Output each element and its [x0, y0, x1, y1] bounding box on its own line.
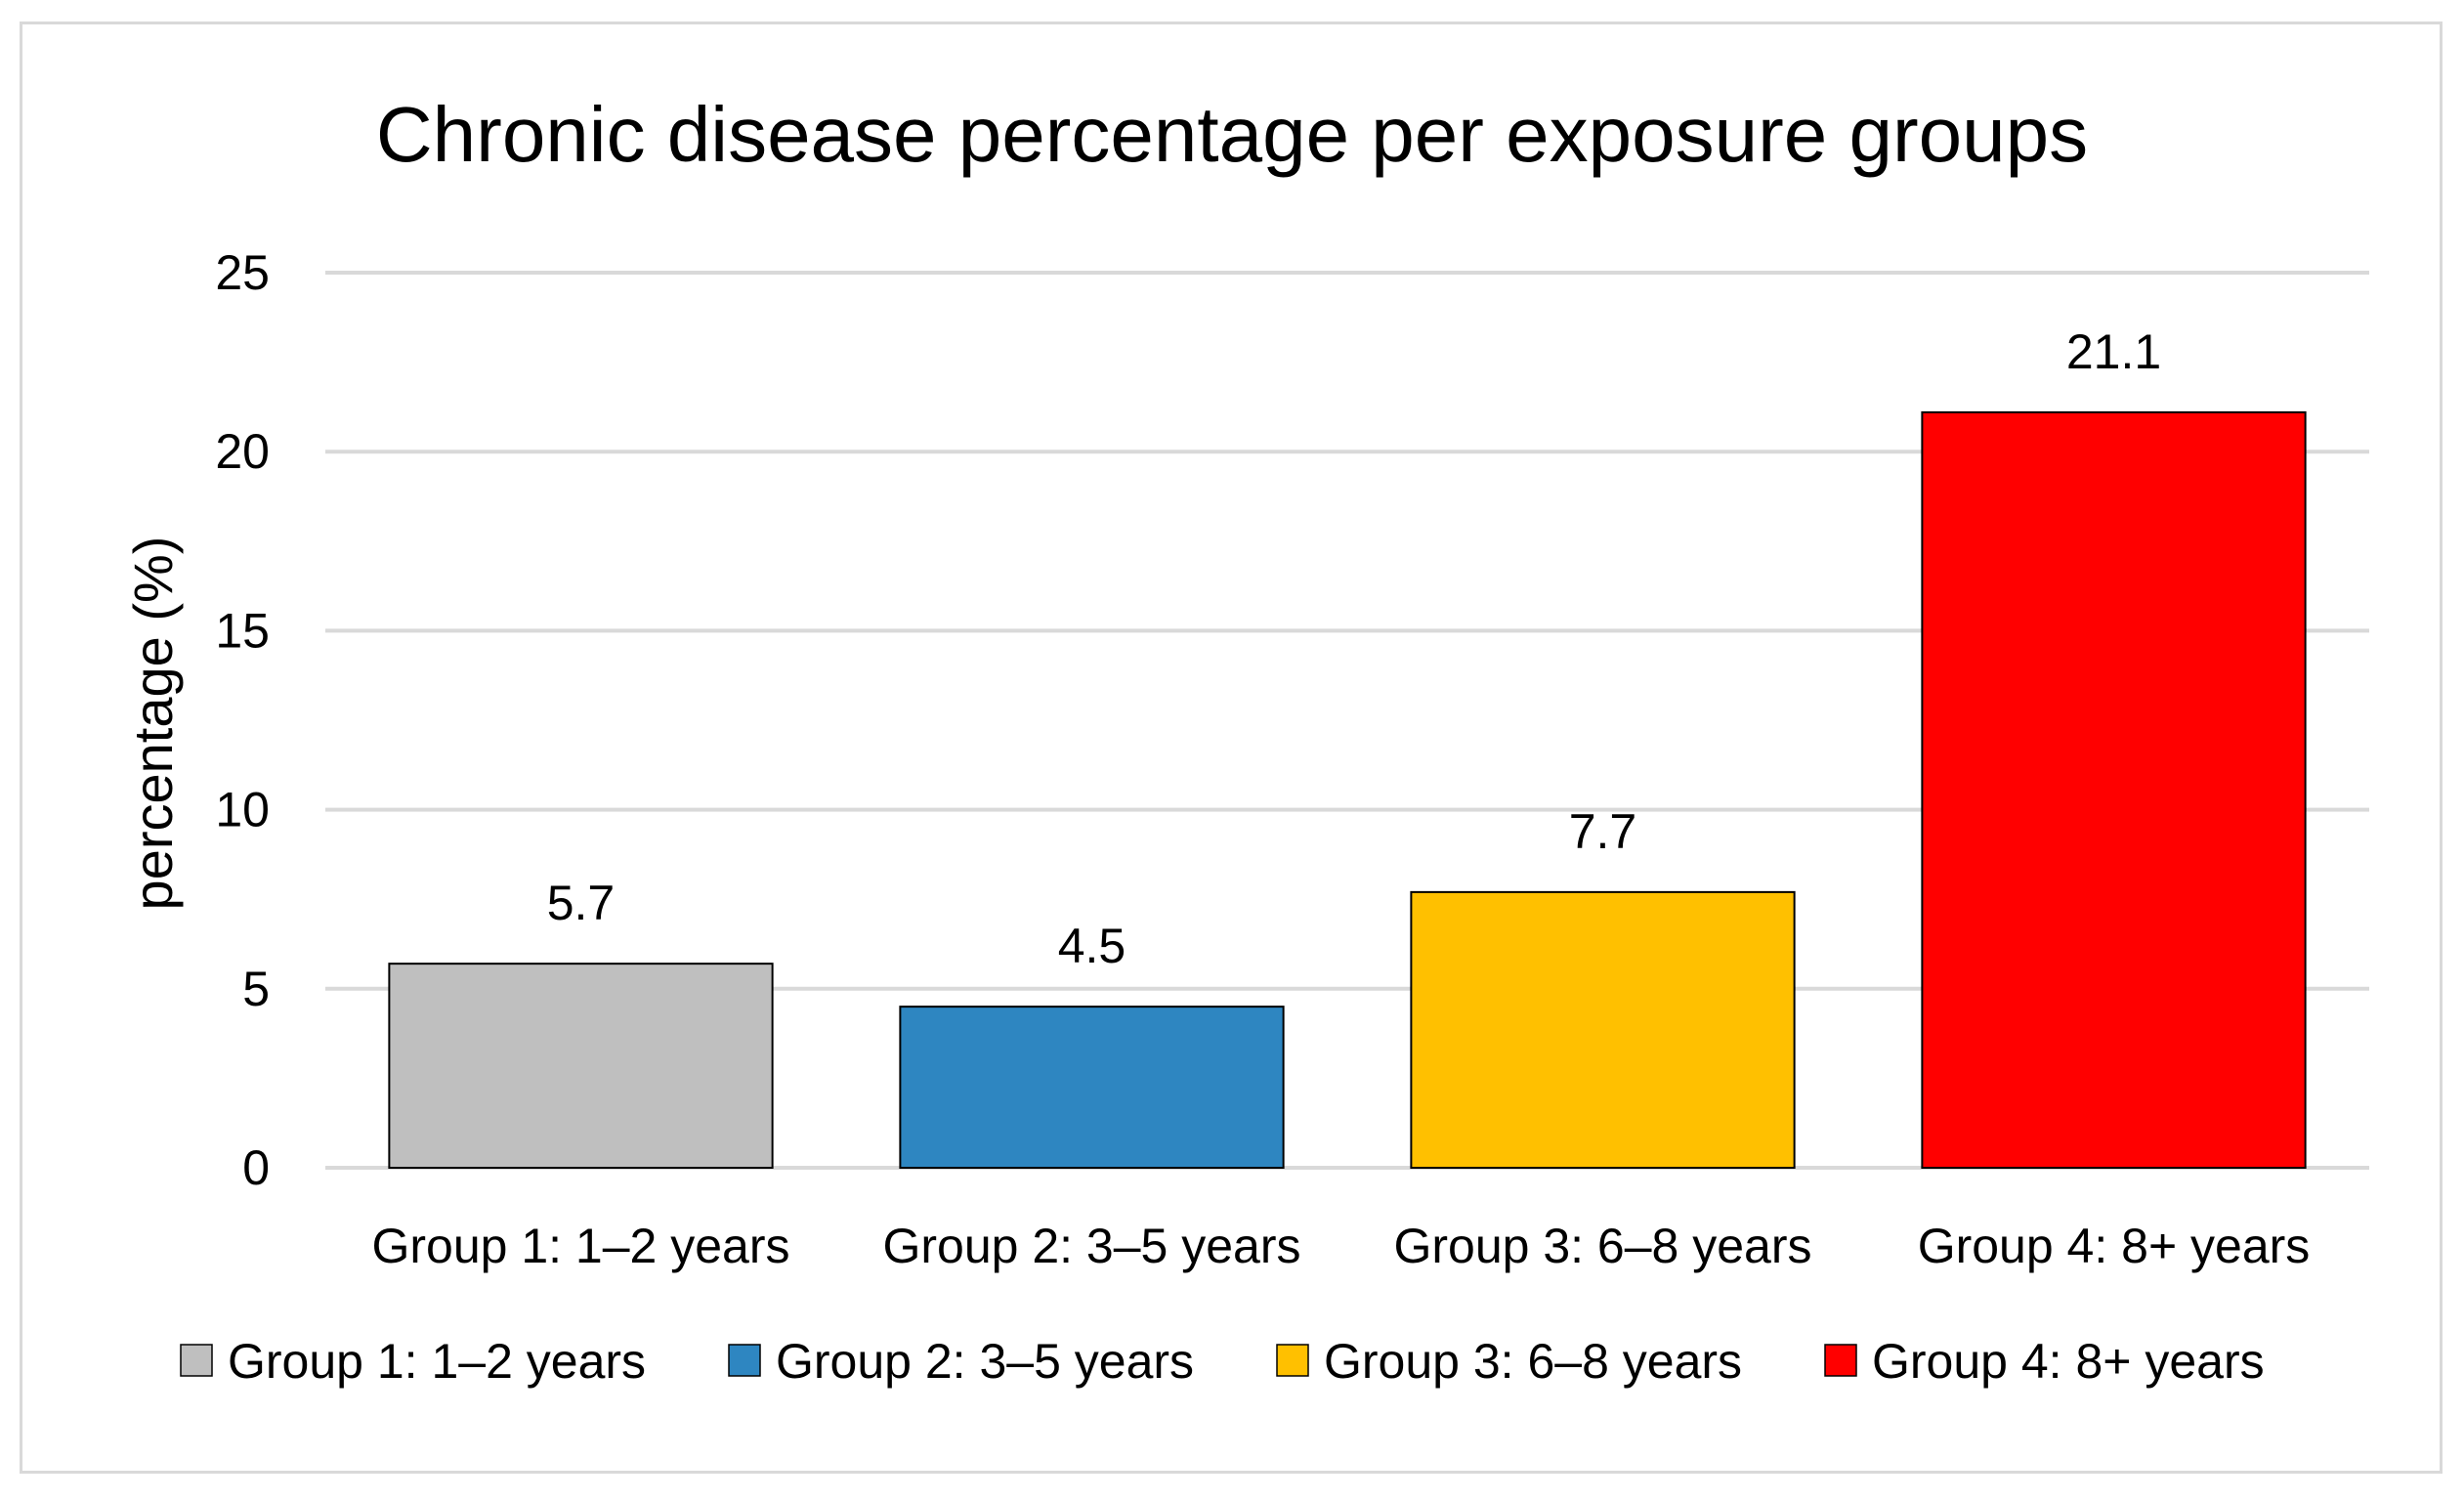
- y-tick-label: 10: [215, 783, 270, 837]
- data-label: 5.7: [547, 876, 616, 930]
- y-tick-label: 20: [215, 424, 270, 479]
- x-axis-ticks: Group 1: 1–2 years Group 2: 3–5 years Grou…: [371, 1219, 2310, 1273]
- y-tick-label: 0: [242, 1140, 270, 1195]
- data-label: 4.5: [1058, 919, 1126, 973]
- y-tick-label: 25: [215, 245, 270, 300]
- x-tick-label: Group 1: 1–2 years: [371, 1219, 789, 1273]
- legend-label: Group 4: 8+ years: [1872, 1334, 2265, 1389]
- y-axis-ticks: 0 5 10 15 20 25: [215, 245, 270, 1195]
- legend-swatch: [180, 1344, 213, 1377]
- legend-label: Group 3: 6–8 years: [1324, 1334, 1742, 1389]
- legend: Group 1: 1–2 years Group 2: 3–5 years Grou…: [180, 1334, 2265, 1389]
- legend-swatch: [1276, 1344, 1309, 1377]
- data-label: 7.7: [1569, 804, 1637, 859]
- y-tick-label: 15: [215, 603, 270, 658]
- bar: [388, 963, 774, 1169]
- legend-label: Group 2: 3–5 years: [776, 1334, 1194, 1389]
- x-tick-label: Group 3: 6–8 years: [1393, 1219, 1811, 1273]
- data-label: 21.1: [2066, 324, 2161, 379]
- legend-label: Group 1: 1–2 years: [228, 1334, 646, 1389]
- legend-swatch: [728, 1344, 761, 1377]
- x-tick-label: Group 4: 8+ years: [1918, 1219, 2311, 1273]
- bars: [388, 410, 2307, 1169]
- bar: [1410, 890, 1796, 1169]
- data-labels: 5.7 4.5 7.7 21.1: [547, 324, 2161, 973]
- x-tick-label: Group 2: 3–5 years: [882, 1219, 1300, 1273]
- bar: [899, 1006, 1285, 1169]
- bar: [1921, 410, 2307, 1169]
- y-axis-label: percentage (%): [122, 536, 184, 911]
- y-tick-label: 5: [242, 962, 270, 1016]
- chart-title: Chronic disease percentage per exposure …: [376, 91, 2088, 178]
- legend-swatch: [1824, 1344, 1857, 1377]
